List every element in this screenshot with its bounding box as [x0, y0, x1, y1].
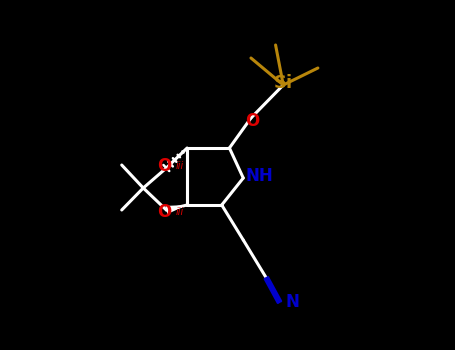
- Text: iii: iii: [176, 207, 184, 217]
- Text: iii: iii: [176, 161, 184, 171]
- Text: O: O: [246, 112, 260, 130]
- Text: O: O: [157, 157, 172, 175]
- Polygon shape: [165, 205, 187, 214]
- Text: Si: Si: [274, 74, 293, 92]
- Text: O: O: [157, 203, 172, 221]
- Text: NH: NH: [245, 167, 273, 185]
- Text: N: N: [286, 293, 299, 311]
